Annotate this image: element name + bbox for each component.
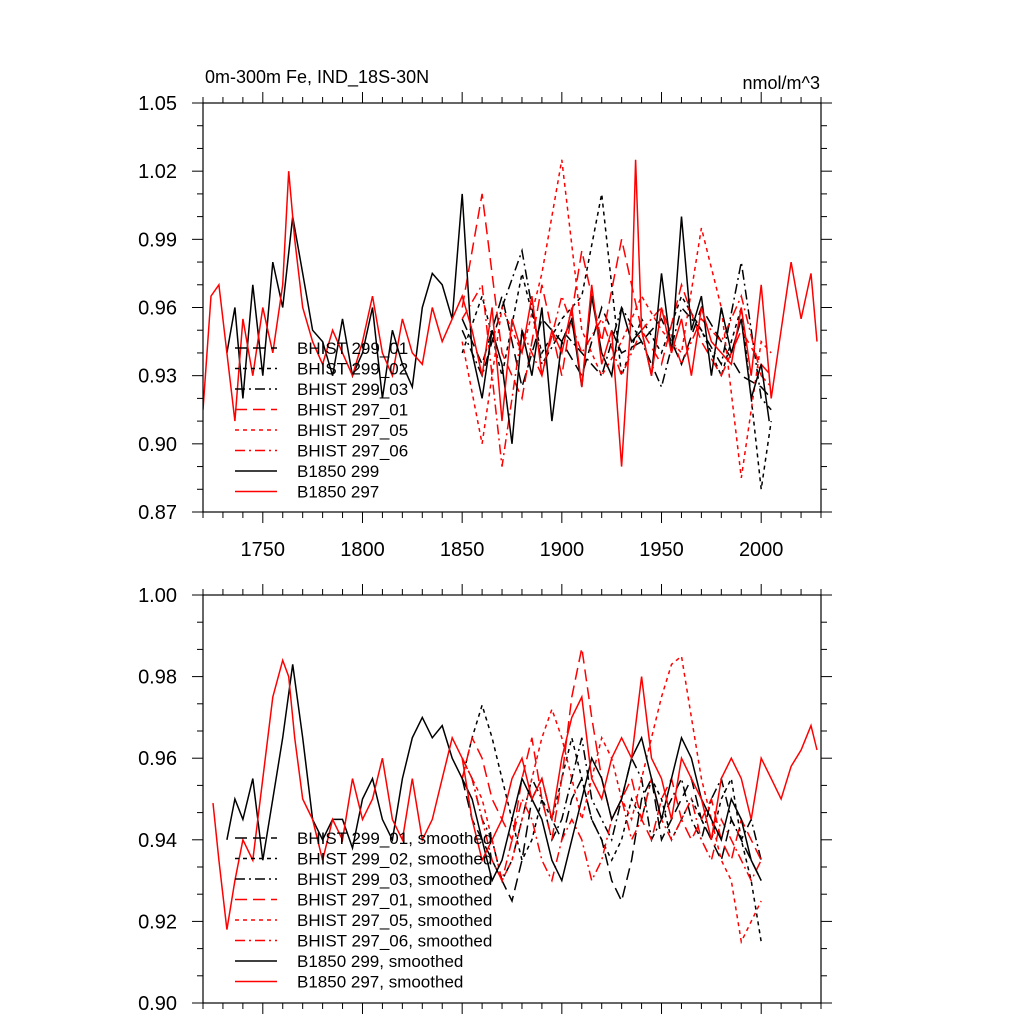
legend-label: B1850 299 — [297, 462, 379, 481]
x-tick-label: 1850 — [440, 539, 485, 561]
legend-label: B1850 299, smoothed — [297, 952, 463, 971]
legend-label: BHIST 299_02, smoothed — [297, 850, 492, 869]
y-tick-label: 0.87 — [138, 502, 177, 524]
y-tick-label: 0.99 — [138, 229, 177, 251]
y-tick-label: 1.02 — [138, 161, 177, 183]
top-panel: 1750 1800 1850 1900 1950 2000 0.87 0.90 0.93 0.96… — [138, 92, 832, 561]
plot-frame — [202, 594, 822, 1004]
y-tick-label: 0.94 — [138, 830, 177, 852]
y-tick-label: 0.92 — [138, 911, 177, 933]
legend-label: B1850 297, smoothed — [297, 973, 463, 992]
y-tick-label: 1.05 — [138, 93, 177, 115]
series-line-2 — [461, 193, 772, 490]
series-line-5 — [461, 159, 772, 479]
series-group — [212, 647, 818, 945]
chart-units: nmol/m^3 — [743, 73, 820, 93]
legend-label: BHIST 299_03, smoothed — [297, 870, 492, 889]
legend-label: BHIST 297_01, smoothed — [297, 891, 492, 910]
legend-label: BHIST 297_06, smoothed — [297, 932, 492, 951]
x-tick-label: 1800 — [340, 539, 385, 561]
y-tick-label: 0.90 — [138, 434, 177, 456]
x-tick-label: 2000 — [739, 539, 784, 561]
series-line-1 — [461, 295, 772, 399]
legend-label: BHIST 297_01 — [297, 401, 408, 420]
legend-label: BHIST 299_02 — [297, 360, 408, 379]
legend-label: BHIST 299_01 — [297, 339, 408, 358]
series-group — [203, 159, 818, 490]
series-line-6 — [461, 282, 772, 467]
x-tick-label: 1750 — [241, 539, 286, 561]
chart-title: 0m-300m Fe, IND_18S-30N — [205, 67, 429, 88]
x-tick-label: 1950 — [639, 539, 684, 561]
legend-label: BHIST 297_06 — [297, 442, 408, 461]
legend-label: BHIST 297_05 — [297, 421, 408, 440]
legend: BHIST 299_01, smoothed BHIST 299_02, smoo… — [235, 829, 492, 992]
legend-label: BHIST 299_03 — [297, 380, 408, 399]
bottom-panel: 0.90 0.92 0.94 0.96 0.98 1.00 BHIST 299_01, sm… — [138, 584, 832, 1015]
y-tick-label: 0.96 — [138, 748, 177, 770]
y-tick-label: 0.96 — [138, 298, 177, 320]
y-tick-label: 0.98 — [138, 667, 177, 689]
y-tick-label: 0.90 — [138, 993, 177, 1015]
series-line-7 — [226, 193, 770, 444]
y-tick-label: 1.00 — [138, 585, 177, 607]
legend-label: BHIST 299_01, smoothed — [297, 829, 492, 848]
series-line-8 — [203, 159, 818, 467]
series-line-3 — [461, 737, 762, 883]
x-tick-label: 1900 — [540, 539, 585, 561]
series-line-8 — [212, 657, 818, 930]
legend-label: BHIST 297_05, smoothed — [297, 911, 492, 930]
legend-label: B1850 297 — [297, 483, 379, 502]
y-tick-label: 0.93 — [138, 366, 177, 388]
